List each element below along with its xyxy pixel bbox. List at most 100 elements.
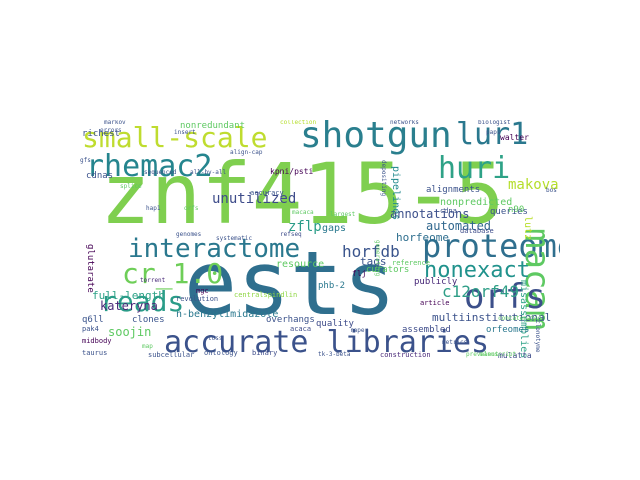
word-systematic: systematic (216, 235, 253, 242)
word-automated: automated (426, 219, 492, 233)
word-hap1: hap1 (146, 205, 161, 212)
word-small-scale: small-scale (82, 121, 268, 154)
word-gfs: gfs (80, 157, 91, 164)
word-orfs-small: orfs (184, 205, 199, 212)
word-phb-2: phb-2 (318, 281, 346, 291)
word-centralspindlin: centralspindlin (234, 291, 298, 299)
word-networks: networks (390, 120, 419, 126)
word-n90: n90 (508, 205, 525, 215)
word-accurate-libraries: accurate libraries (164, 325, 490, 360)
word-orfs: orfs (464, 277, 546, 317)
word-largest: largest (330, 211, 356, 218)
word-assembled: assembled (402, 325, 451, 335)
word-paps: paps (486, 129, 501, 136)
word-lur1: lur1 (456, 120, 529, 152)
word-tk-3-beta: tk-3-beta (318, 351, 351, 358)
word-mgc: mgc (196, 287, 209, 295)
word-reads: reads (100, 285, 185, 318)
word-revolution: revolution (176, 295, 219, 303)
word-nonredundant: nonredundant (180, 121, 246, 131)
word-depositing: depositing (380, 160, 387, 197)
word-resource: resource (276, 259, 325, 270)
word-concatenated: concatenated (498, 315, 542, 322)
word-collection: collection (280, 120, 317, 126)
word-interactome: interactome (128, 234, 301, 264)
word-quality: quality (316, 319, 354, 329)
word-proteome: proteome (422, 227, 560, 265)
word-flj: flj (352, 269, 367, 278)
word-nonpredicted: nonpredicted (440, 197, 513, 208)
word-huri: huri (438, 151, 511, 186)
word-mulatta: mulatta (498, 351, 532, 360)
word-subcellular: subcellular (148, 351, 195, 359)
word-bos: bos (546, 187, 557, 194)
word-clonotyme: clonotyme (534, 320, 541, 353)
word-curators: curators (366, 265, 410, 275)
word-c12orf49: c12orf49 (442, 282, 520, 301)
word-clones: clones (132, 315, 165, 325)
word-unutilized: unutilized (212, 191, 297, 207)
word-construction: construction (380, 351, 431, 359)
word-annotations: annotations (390, 207, 470, 221)
word-torrent: torrent (140, 277, 166, 284)
word-queries: queries (490, 207, 528, 217)
word-macaca: macaca (292, 209, 314, 216)
word-ontology: ontology (204, 349, 238, 357)
word-lutz: lutz (522, 216, 533, 241)
word-database: database (460, 227, 494, 235)
word-alignments: alignments (426, 185, 481, 195)
word-walter: walter (500, 133, 529, 142)
word-metrics: metrics (442, 339, 468, 346)
word-raper: raper (350, 327, 369, 334)
word-splice: splice (120, 183, 142, 190)
word-toss: toss (208, 335, 223, 342)
word-tags: tags (360, 255, 387, 268)
word-nonexact: nonexact (424, 258, 530, 283)
word-genomes: genomes (176, 231, 202, 238)
word-shotgun: shotgun (300, 120, 452, 156)
word-pak4: pak4 (82, 325, 99, 333)
word-markov: markov (104, 120, 126, 126)
word-full-length: full-length (92, 289, 165, 302)
word-overhangs: overhangs (266, 315, 315, 325)
word-taurus: taurus (82, 349, 108, 357)
word-all-by-all: all-by-all (190, 169, 227, 176)
word-orfeomes: orfeomes (486, 325, 530, 335)
word-n-benzylimidazole: n-benzylimidazole (176, 309, 279, 320)
word-reference: reference (392, 259, 430, 267)
word-midbody: midbody (82, 337, 112, 345)
word-kpni-psti: kpni/psti (270, 167, 314, 176)
word-refseq: refseq (280, 231, 302, 238)
word-cdnas: cdnas (86, 171, 114, 181)
word-sequenced: sequenced (144, 169, 177, 176)
word-map: map (142, 343, 153, 350)
word-accuracy: accuracy (250, 189, 284, 197)
word-zflp: zflp (288, 219, 322, 235)
word-cr_1.0: cr_1.0 (122, 257, 224, 290)
word-publicly: publicly (414, 277, 458, 287)
word-gaps: gaps (322, 223, 347, 234)
word-pipelines: pipelines (390, 166, 401, 221)
word-biologist: biologist (478, 120, 511, 126)
word-binary: binary (252, 349, 278, 357)
word-prevalent: prevalent (466, 351, 499, 358)
word-znf415-5: znf415-5 (100, 145, 505, 243)
word-soojin: soojin (108, 325, 152, 339)
word-horfdb: horfdb (342, 242, 400, 261)
word-cdna: cdna (440, 207, 457, 215)
word-richest: richest (82, 129, 120, 139)
word-makova: makova (508, 177, 559, 193)
word-glutarate: glutarate (85, 244, 95, 293)
word-horfeome: horfeome (396, 231, 449, 244)
word-rhemac2: rhemac2 (86, 149, 213, 184)
word-q6ll: q6ll (82, 315, 104, 325)
word-manuscript: manuscript (480, 351, 517, 358)
word-generating: generating (374, 240, 381, 277)
word-ests: ests (184, 232, 396, 335)
word-align-cap: align-cap (230, 149, 263, 156)
word-cloud: znf415-5 ests shotgun small-scale lur1 r… (80, 120, 560, 360)
word-kateryna: kateryna (100, 299, 158, 313)
word-multiinstitutional: multiinstitutional (432, 311, 552, 324)
word-insert: insert (174, 129, 196, 136)
